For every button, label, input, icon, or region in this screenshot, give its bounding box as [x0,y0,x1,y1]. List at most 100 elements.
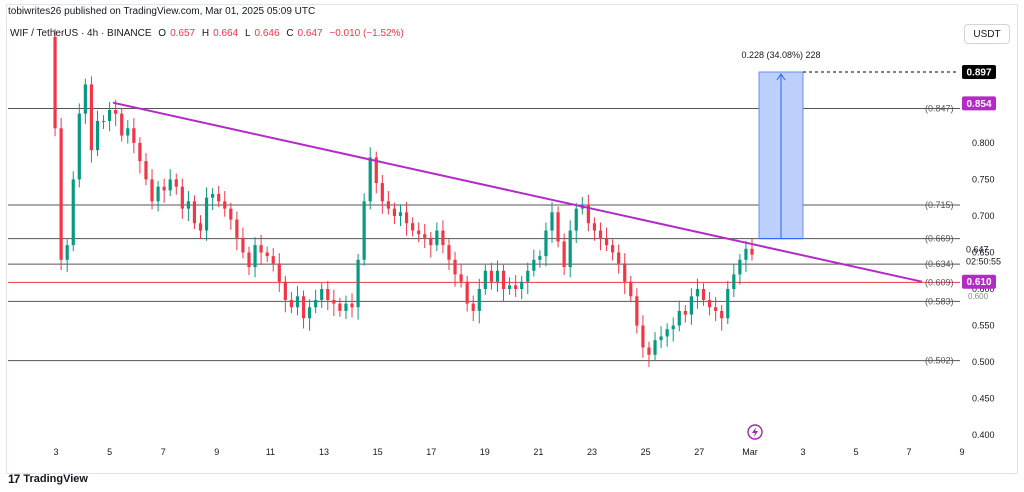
price-badge [962,96,996,111]
candle-body [471,303,475,311]
y-tick-label: 0.400 [972,430,995,440]
candle-body [259,245,263,253]
lightning-icon-glyph [752,427,758,437]
candle-body [441,230,445,246]
candle-body [501,270,506,289]
candle-body [707,299,712,308]
candle-body [320,289,324,300]
candle-body [108,109,112,121]
candle-body [671,325,675,330]
candle-body [144,161,148,180]
candle-body [398,212,403,216]
candle-body [732,274,736,289]
x-tick-label: 9 [959,447,964,457]
y-tick-label: 0.600 [972,284,995,294]
candle-body [392,208,397,216]
y-tick-label: 0.550 [972,321,995,331]
candle-body [217,194,221,202]
x-tick-label: 3 [53,447,58,457]
ohlc-change: −0.010 (−1.52%) [329,28,404,39]
tradingview-logo-icon: 17 [8,472,20,486]
candle-body [453,259,457,275]
level-label: (0.847) [925,104,954,114]
candle-body [180,186,184,209]
x-tick-label: 19 [480,447,490,457]
candle-body [417,230,421,235]
candle-body [138,142,142,162]
candle-body [289,299,294,308]
candle-body [277,263,281,282]
candle-body [204,197,209,231]
ohlc-close: 0.647 [297,28,323,39]
candle-body [386,201,390,209]
symbol-legend[interactable]: WIF / TetherUS · 4h · BINANCE O 0.657 H 0.… [10,28,408,39]
candle-body [477,289,481,311]
candle-body [241,237,245,253]
candle-body [411,223,415,231]
candle-body [150,179,154,202]
target-arrowhead [776,73,786,81]
candle-body [265,252,269,257]
y-tick-label: 0.700 [972,211,995,221]
candle-body [295,296,300,308]
lightning-icon [747,424,763,440]
current-price: 0.647 [966,245,989,255]
candle-body [750,248,754,255]
candle-body [114,109,118,114]
x-tick-label: 7 [161,447,166,457]
candle-body [168,179,172,191]
level-label: (0.609) [925,277,954,287]
price-badge-label: 0.854 [966,99,991,110]
y-tick-label: 0.500 [972,357,995,367]
candle-body [562,241,566,268]
candle-body [253,245,257,268]
candle-body [653,340,657,355]
candle-body [447,245,451,260]
x-tick-label: Mar [742,447,758,457]
candle-body [665,329,669,337]
tradingview-footer[interactable]: 17 TradingView [8,472,88,486]
candle-body [211,194,215,198]
candle-body [229,208,233,220]
candle-body [429,237,433,246]
candle-body [659,336,663,341]
candle-body [520,281,524,289]
x-tick-label: 11 [266,447,275,457]
x-tick-label: 13 [319,447,329,457]
currency-button[interactable]: USDT [964,24,1010,44]
target-label: 0.228 (34.08%) 228 [741,50,820,60]
level-label: (0.502) [925,356,954,366]
ohlc-low: 0.646 [254,28,280,39]
candle-body [235,219,239,238]
candle-body [77,113,81,180]
x-tick-label: 7 [906,447,911,457]
x-tick-label: 17 [426,447,436,457]
candle-body [538,256,542,260]
candle-body [550,212,554,231]
candle-body [556,212,560,242]
candle-body [247,252,251,268]
level-label: (0.634) [925,259,954,269]
candle-body [435,230,439,246]
candle-body [635,296,639,326]
ohlc-close-label: C [286,28,294,39]
candle-body [101,120,106,122]
candle-body [95,120,100,151]
symbol-name[interactable]: WIF / TetherUS · 4h · BINANCE [10,28,152,39]
candle-body [526,270,530,282]
candle-body [720,310,724,319]
ohlc-open-label: O [158,28,167,39]
candle-body [532,259,536,271]
candle-body [223,201,227,209]
candle-body [198,223,203,231]
publish-info: tobiwrites26 published on TradingView.co… [8,6,316,17]
ohlc-high-label: H [201,28,210,39]
candle-body [301,296,306,319]
x-tick-label: 25 [641,447,651,457]
candle-body [89,84,94,151]
chart-frame [6,4,1018,474]
candle-body [156,186,160,202]
candle-body [495,270,500,282]
candle-body [350,303,354,308]
